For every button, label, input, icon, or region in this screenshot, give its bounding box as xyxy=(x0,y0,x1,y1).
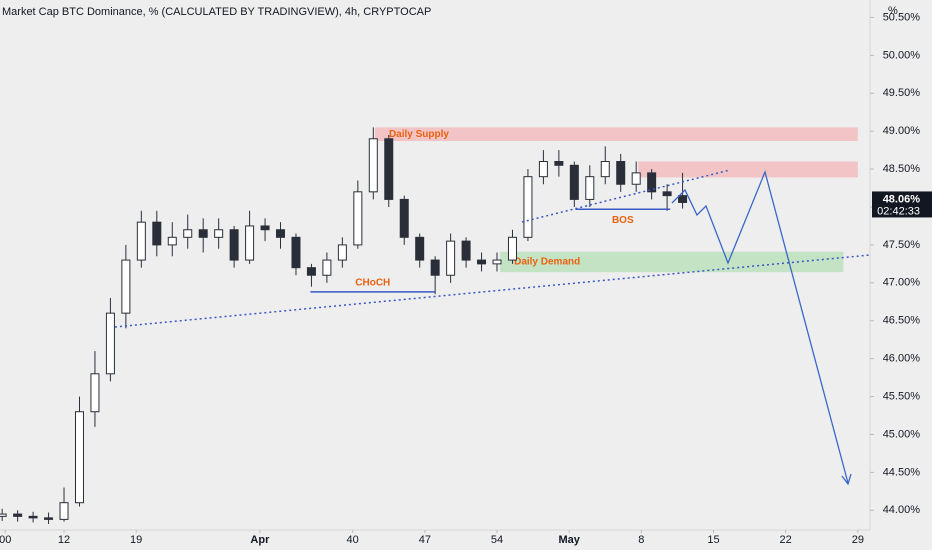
projection-path xyxy=(671,169,849,484)
trend-line xyxy=(114,254,871,328)
candle-body xyxy=(322,259,332,276)
y-tick-label: 48.50% xyxy=(883,163,921,175)
candle-body xyxy=(198,229,208,238)
candle-body xyxy=(492,259,502,265)
x-tick-label: 15 xyxy=(707,534,719,546)
y-tick-label: 50.50% xyxy=(883,11,921,23)
candle-body xyxy=(507,236,517,261)
axes: 44.00% 44.50% 45.00% 45.50% 46.00% 46.50% 47.0… xyxy=(0,11,932,546)
levels: CHoCH BOS xyxy=(310,208,671,293)
projection-arrow xyxy=(841,473,852,486)
y-tick-label: 49.50% xyxy=(883,87,921,99)
candle-body xyxy=(28,515,38,519)
candle-body xyxy=(152,221,162,246)
zone-label: Daily Demand xyxy=(514,257,580,268)
candle-body xyxy=(291,236,301,269)
candle-body xyxy=(13,513,23,517)
candle-body xyxy=(384,138,394,200)
countdown: 02:42:33 xyxy=(877,205,920,217)
candle-body xyxy=(276,229,286,238)
candle-body xyxy=(631,172,641,185)
candle-body xyxy=(105,312,115,375)
candle-body xyxy=(183,229,193,238)
candle-body xyxy=(446,240,456,276)
x-tick-label: 00 xyxy=(0,534,11,546)
candle-body xyxy=(477,259,487,265)
candle-body xyxy=(74,411,84,504)
candle-body xyxy=(554,161,564,166)
y-tick-label: 46.00% xyxy=(883,353,921,365)
candle-body xyxy=(353,191,363,246)
candle-body xyxy=(337,244,347,261)
candle-body xyxy=(399,198,409,238)
level-label: BOS xyxy=(612,215,634,226)
candle-body xyxy=(229,229,239,261)
candle-body xyxy=(44,517,54,520)
y-tick-label: 44.50% xyxy=(883,466,921,478)
zone xyxy=(500,251,844,273)
y-tick-label: 45.50% xyxy=(883,390,921,402)
candle-body xyxy=(136,221,146,261)
candle-body xyxy=(430,259,440,276)
y-tick-label: 44.00% xyxy=(883,504,921,516)
candle-body xyxy=(214,229,224,238)
last-price-label: 48.06% xyxy=(883,193,921,205)
y-tick-label: 47.00% xyxy=(883,277,921,289)
candle-body xyxy=(600,161,610,178)
candle-body xyxy=(585,176,595,200)
y-tick-label: 47.50% xyxy=(883,239,921,251)
candle-body xyxy=(167,236,177,246)
candle-body xyxy=(678,195,688,203)
x-tick-label: 19 xyxy=(130,534,142,546)
zone xyxy=(638,161,858,178)
candle-body xyxy=(662,191,672,197)
level-label: CHoCH xyxy=(355,278,390,289)
y-tick-label: 45.00% xyxy=(883,428,921,440)
zones: Daily Supply Daily Demand xyxy=(374,127,858,273)
x-tick-label: 54 xyxy=(491,534,503,546)
scale-button[interactable]: % xyxy=(888,5,898,17)
candles xyxy=(0,127,688,524)
candle-body xyxy=(90,373,100,413)
zone xyxy=(374,127,858,142)
x-tick-label: 12 xyxy=(58,534,70,546)
x-tick-label: 47 xyxy=(419,534,431,546)
x-tick-label: 29 xyxy=(852,534,864,546)
y-tick-label: 50.00% xyxy=(883,49,921,61)
x-tick-label: Apr xyxy=(250,534,270,546)
x-tick-label: 22 xyxy=(780,534,792,546)
x-tick-label: 40 xyxy=(347,534,359,546)
candle-body xyxy=(0,513,7,517)
candle-body xyxy=(121,259,131,314)
candle-body xyxy=(415,236,425,261)
zone-label: Daily Supply xyxy=(389,129,449,140)
candle-body xyxy=(569,164,579,200)
trend-line xyxy=(521,169,731,223)
candle-body xyxy=(523,176,533,238)
candle-body xyxy=(260,225,270,231)
candle-body xyxy=(461,240,471,261)
y-tick-label: 49.00% xyxy=(883,125,921,137)
chart-title: Market Cap BTC Dominance, % (CALCULATED … xyxy=(2,6,431,18)
candle-body xyxy=(616,161,626,185)
candle-body xyxy=(538,161,548,178)
last-price-box xyxy=(872,191,932,218)
candle-body xyxy=(368,138,378,193)
y-tick-label: 46.50% xyxy=(883,315,921,327)
candle-body xyxy=(306,267,316,276)
x-tick-label: 8 xyxy=(638,534,644,546)
candle-body xyxy=(245,225,255,261)
x-tick-label: May xyxy=(558,534,580,546)
candle-body xyxy=(59,502,69,520)
candle-body xyxy=(647,172,657,193)
